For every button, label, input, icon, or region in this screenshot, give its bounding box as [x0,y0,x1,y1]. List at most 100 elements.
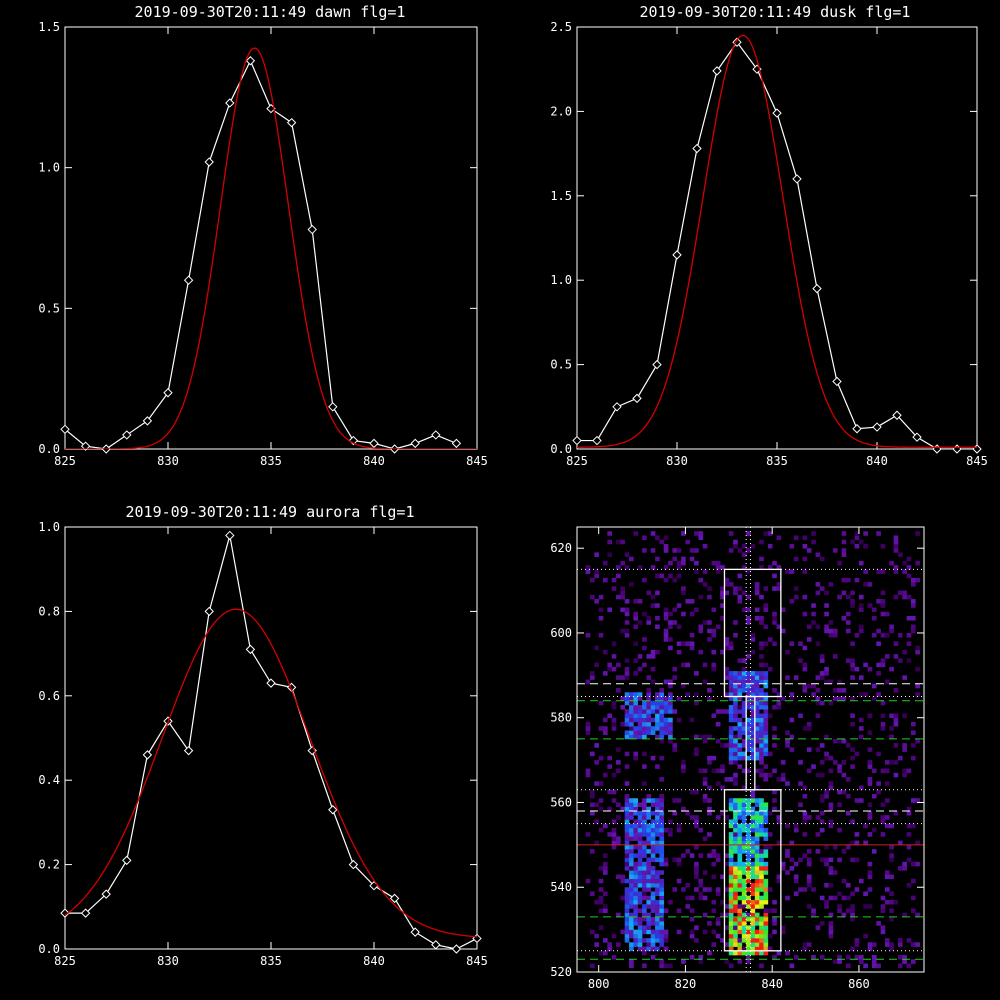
heatmap-cell [845,895,851,901]
heatmap-cell [858,717,864,723]
heatmap-cell [724,942,730,947]
heatmap-cell [819,895,825,901]
heatmap-cell [616,815,621,820]
heatmap-cell [746,912,751,918]
heatmap-cell [759,827,764,833]
heatmap-cell [624,933,630,939]
heatmap-cell [793,891,799,897]
heatmap-cell [611,772,617,778]
heatmap-cell [910,599,916,604]
heatmap-cell [841,696,847,702]
heatmap-cell [746,688,751,693]
heatmap-cell [607,552,612,557]
heatmap-cell [724,861,730,867]
y-tick-label: 580 [550,711,572,725]
heatmap-cell [659,806,665,812]
heatmap-cell [646,904,652,909]
heatmap-cell [915,798,920,803]
data-point-diamond [451,944,462,954]
heatmap-cell [858,734,864,740]
heatmap-cell [676,649,682,655]
heatmap-cell [663,700,669,706]
heatmap-cell [659,891,665,897]
heatmap-cell [663,543,669,549]
heatmap-cell [594,552,599,557]
data-point-diamond [672,250,682,260]
heatmap-cell [663,861,669,867]
heatmap-cell [694,874,699,880]
heatmap-cell [910,603,916,608]
heatmap-cell [767,637,773,642]
heatmap-cell [893,713,899,719]
heatmap-cell [624,611,630,617]
x-tick-label: 825 [566,454,588,468]
heatmap-cell [676,929,682,935]
heatmap-cell [676,861,682,867]
heatmap-cell [737,726,743,731]
heatmap-cell [798,802,803,808]
heatmap-cell [637,827,643,833]
heatmap-cell [733,844,738,850]
heatmap-cell [737,938,743,943]
heatmap-cell [616,912,621,918]
heatmap-cell [802,569,808,574]
heatmap-cell [837,560,842,566]
heatmap-cell [772,806,777,812]
heatmap-cell [585,565,591,570]
heatmap-cell [733,878,738,884]
heatmap-cell [741,844,747,850]
heatmap-cell [598,632,604,638]
heatmap-cell [659,921,665,926]
heatmap-cell [637,713,643,719]
heatmap-cell [728,726,734,731]
heatmap-cell [624,734,630,740]
heatmap-cell [850,916,855,922]
heatmap-cell [811,539,816,545]
heatmap-cell [884,938,890,943]
y-tick-label: 0.0 [550,442,572,456]
heatmap-cell [741,878,747,884]
heatmap-cell [633,904,639,909]
heatmap-cell [633,883,639,888]
heatmap-cell [889,942,894,947]
heatmap-cell [668,709,673,714]
heatmap-cell [720,709,725,714]
heatmap-cell [763,683,769,689]
heatmap-cell [776,874,782,880]
heatmap-cell [728,806,734,812]
heatmap-cell [819,819,825,824]
heatmap-cell [624,921,630,926]
data-point-diamond [80,441,91,451]
heatmap-cell [815,772,821,778]
heatmap-cell [681,560,686,566]
heatmap-cell [889,899,894,905]
heatmap-cell [845,658,851,663]
heatmap-cell [915,912,920,918]
heatmap-cell [741,883,747,888]
heatmap-cell [685,599,691,604]
heatmap-cell [633,891,639,897]
heatmap-cell [642,866,647,871]
heatmap-cell [633,916,639,922]
heatmap-cell [767,772,773,778]
heatmap-cell [728,645,734,651]
heatmap-cell [707,688,712,693]
heatmap-cell [845,963,851,969]
heatmap-cell [720,785,725,791]
heatmap-cell [737,840,743,846]
heatmap-cell [737,950,743,956]
heatmap-cell [629,705,634,710]
heatmap-cell [889,946,894,952]
heatmap-cell [659,539,665,545]
heatmap-cell [850,658,855,663]
heatmap-cell [650,921,656,926]
heatmap-cell [910,582,916,587]
heatmap-cell [624,849,630,854]
heatmap-cell [750,692,756,697]
heatmap-cell [767,713,773,719]
heatmap-cell [707,887,712,892]
heatmap-cell [681,959,686,964]
heatmap-cell [858,607,864,613]
heatmap-cell [841,895,847,901]
heatmap-cell [750,679,756,685]
